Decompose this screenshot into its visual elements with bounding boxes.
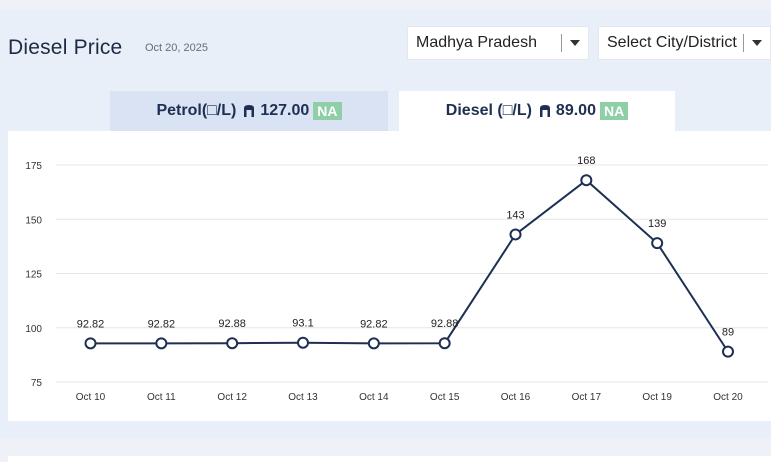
data-point [651,237,664,250]
x-tick-label: Oct 16 [501,392,531,403]
next-section [8,456,771,462]
chart-panel: 75 100 125 150 175 Oct 10 Oct 11 Oct 12 Oct 13 Oc… [8,131,771,421]
data-point [722,345,734,358]
x-tick-label: Oct 14 [359,392,389,403]
chevron-down-icon[interactable] [570,40,580,46]
fuel-icon [539,105,550,117]
y-tick-label: 100 [25,324,42,335]
data-point [297,336,309,349]
x-tick-label: Oct 10 [76,392,106,403]
state-select-value: Madhya Pradesh [416,34,537,51]
data-point [438,337,451,350]
y-tick-label: 125 [25,270,42,281]
data-point [367,337,380,350]
select-separator [561,34,562,52]
fuel-icon [244,105,255,117]
data-label: 92.88 [218,318,246,330]
data-label: 143 [506,209,524,221]
data-point [580,174,593,187]
tab-petrol-badge: NA [313,102,342,120]
tab-diesel[interactable]: Diesel (□/L) 89.00 NA [399,91,675,131]
data-point [84,337,97,350]
y-tick-label: 75 [31,378,43,389]
tab-petrol-label: Petrol(□/L) [156,102,237,119]
y-tick-label: 175 [25,161,42,172]
page-title: Diesel Price [8,36,123,59]
x-tick-label: Oct 20 [713,392,743,403]
series-line [90,178,729,353]
tab-diesel-label: Diesel (□/L) [445,102,532,119]
price-line-chart: 75 100 125 150 175 Oct 10 Oct 11 Oct 12 Oct 13 Oc… [25,155,768,403]
price-date: Oct 20, 2025 [145,42,208,54]
data-label: 92.88 [431,318,459,330]
tab-petrol[interactable]: Petrol(□/L) 127.00 NA [110,91,388,131]
city-select-value: Select City/District [607,34,737,51]
x-tick-label: Oct 11 [147,392,176,403]
city-select[interactable]: Select City/District [598,26,771,60]
x-tick-label: Oct 19 [642,392,672,403]
data-point [155,337,168,350]
data-label: 92.82 [77,318,105,330]
select-separator [743,34,744,52]
x-tick-label: Oct 12 [217,392,247,403]
tab-diesel-badge: NA [599,102,629,120]
data-point [226,337,239,350]
data-label: 139 [648,218,666,230]
tab-diesel-price: 89.00 [555,102,596,119]
data-label: 168 [577,155,595,167]
data-label: 89 [722,327,734,339]
data-label: 93.1 [292,318,313,330]
x-tick-label: Oct 17 [572,392,602,403]
chevron-down-icon[interactable] [752,40,762,46]
data-label: 92.82 [148,318,176,330]
y-tick-label: 150 [25,215,42,226]
x-tick-label: Oct 15 [430,392,460,403]
data-point [509,228,522,241]
tab-petrol-price: 127.00 [260,102,310,119]
data-label: 92.82 [360,318,388,330]
state-select[interactable]: Madhya Pradesh [407,26,589,60]
x-tick-label: Oct 13 [288,392,318,403]
